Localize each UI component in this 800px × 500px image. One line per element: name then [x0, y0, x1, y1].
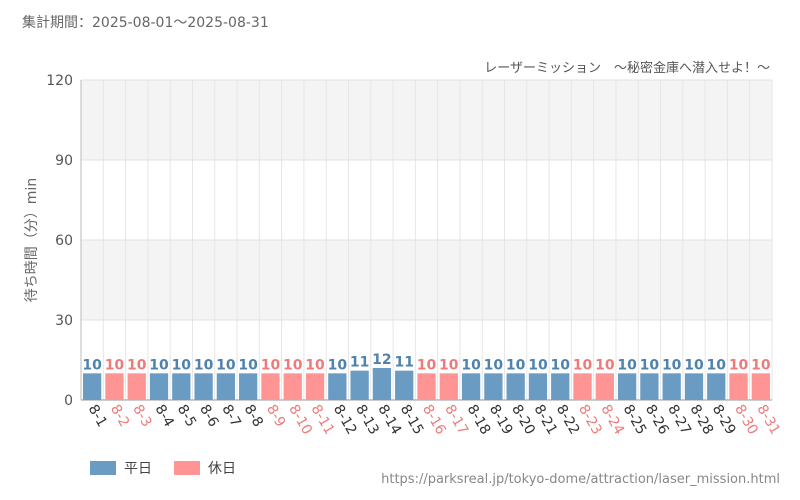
x-tick-label: 8-8 — [241, 402, 266, 430]
bar-value-label: 10 — [283, 357, 303, 373]
bar — [328, 373, 347, 400]
bar-value-label: 10 — [328, 357, 348, 373]
bar — [551, 373, 570, 400]
bar-value-label: 10 — [305, 357, 325, 373]
x-tick-label: 8-4 — [152, 402, 177, 430]
bar-value-label: 10 — [238, 357, 258, 373]
x-tick-label: 8-3 — [129, 402, 154, 430]
bar — [751, 373, 770, 400]
bar — [395, 370, 414, 400]
y-tick-label: 0 — [64, 393, 73, 409]
bar — [684, 373, 704, 400]
bar-value-label: 10 — [149, 357, 169, 373]
source-url: https://parksreal.jp/tokyo-dome/attracti… — [381, 472, 780, 487]
bar — [194, 373, 213, 400]
y-tick-label: 120 — [46, 73, 73, 89]
plot-band — [81, 240, 772, 320]
y-axis-label: 待ち時間（分）min — [24, 178, 40, 302]
bar-value-label: 10 — [707, 357, 727, 373]
bar-value-label: 10 — [751, 357, 771, 373]
bar — [372, 368, 392, 400]
bar-value-label: 10 — [528, 357, 548, 373]
bar — [261, 373, 280, 400]
bar-value-label: 10 — [729, 357, 749, 373]
bar-value-label: 10 — [216, 357, 236, 373]
bar-value-label: 10 — [550, 357, 570, 373]
bar-value-label: 10 — [595, 357, 615, 373]
bar — [149, 373, 169, 400]
bar-value-label: 10 — [484, 357, 504, 373]
bar — [172, 373, 191, 400]
bar-value-label: 10 — [417, 357, 437, 373]
bar — [417, 373, 436, 400]
bar — [528, 373, 548, 400]
bar — [595, 373, 614, 400]
bar — [216, 373, 236, 400]
y-tick-label: 30 — [55, 313, 73, 329]
legend-item-holiday: 休日 — [174, 458, 236, 478]
bar — [83, 373, 102, 400]
legend-swatch-weekday — [90, 461, 116, 475]
chart-legend: 平日 休日 — [90, 458, 236, 478]
bar — [573, 373, 592, 400]
bar — [662, 373, 681, 400]
bar-value-label: 10 — [172, 357, 192, 373]
legend-label-weekday: 平日 — [124, 461, 152, 477]
x-tick-label: 8-2 — [107, 402, 132, 430]
legend-item-weekday: 平日 — [90, 458, 152, 478]
legend-label-holiday: 休日 — [208, 461, 236, 477]
x-tick-label: 8-31 — [753, 402, 783, 438]
bar-value-label: 12 — [372, 352, 391, 368]
bar — [484, 373, 503, 400]
x-tick-label: 8-9 — [263, 402, 288, 430]
bar-value-label: 10 — [439, 357, 459, 373]
bar — [461, 373, 481, 400]
bar-value-label: 10 — [684, 357, 704, 373]
bar-value-label: 10 — [127, 357, 147, 373]
bar — [350, 370, 369, 400]
x-tick-label: 8-1 — [85, 402, 110, 430]
bar — [283, 373, 302, 400]
x-tick-label: 8-5 — [174, 402, 199, 430]
bar — [729, 373, 748, 400]
plot-band — [81, 160, 772, 240]
bar-value-label: 11 — [394, 355, 413, 371]
x-tick-label: 8-6 — [196, 402, 221, 430]
bar — [105, 373, 124, 400]
bar-value-label: 10 — [617, 357, 637, 373]
bar-value-label: 10 — [194, 357, 214, 373]
bar-value-label: 10 — [640, 357, 660, 373]
bar-value-label: 10 — [662, 357, 682, 373]
plot-band — [81, 80, 772, 160]
bar-value-label: 10 — [82, 357, 102, 373]
bar — [239, 373, 258, 400]
period-label: 集計期間：2025-08-01～2025-08-31 — [22, 15, 269, 31]
y-tick-label: 90 — [55, 153, 73, 169]
bar — [707, 373, 726, 400]
bar-value-label: 10 — [573, 357, 593, 373]
bar-value-label: 10 — [506, 357, 526, 373]
bar — [127, 373, 146, 400]
y-tick-label: 60 — [55, 233, 73, 249]
bar-value-label: 10 — [461, 357, 481, 373]
bar-value-label: 11 — [350, 355, 369, 371]
bar — [305, 373, 325, 400]
bar-value-label: 10 — [261, 357, 281, 373]
bar — [506, 373, 525, 400]
bar — [439, 373, 458, 400]
chart-title: レーザーミッション ～秘密金庫へ潜入せよ！～ — [484, 60, 770, 76]
legend-swatch-holiday — [174, 461, 200, 475]
bar — [640, 373, 659, 400]
bar — [617, 373, 637, 400]
bar-value-label: 10 — [105, 357, 125, 373]
x-tick-label: 8-7 — [218, 402, 243, 430]
